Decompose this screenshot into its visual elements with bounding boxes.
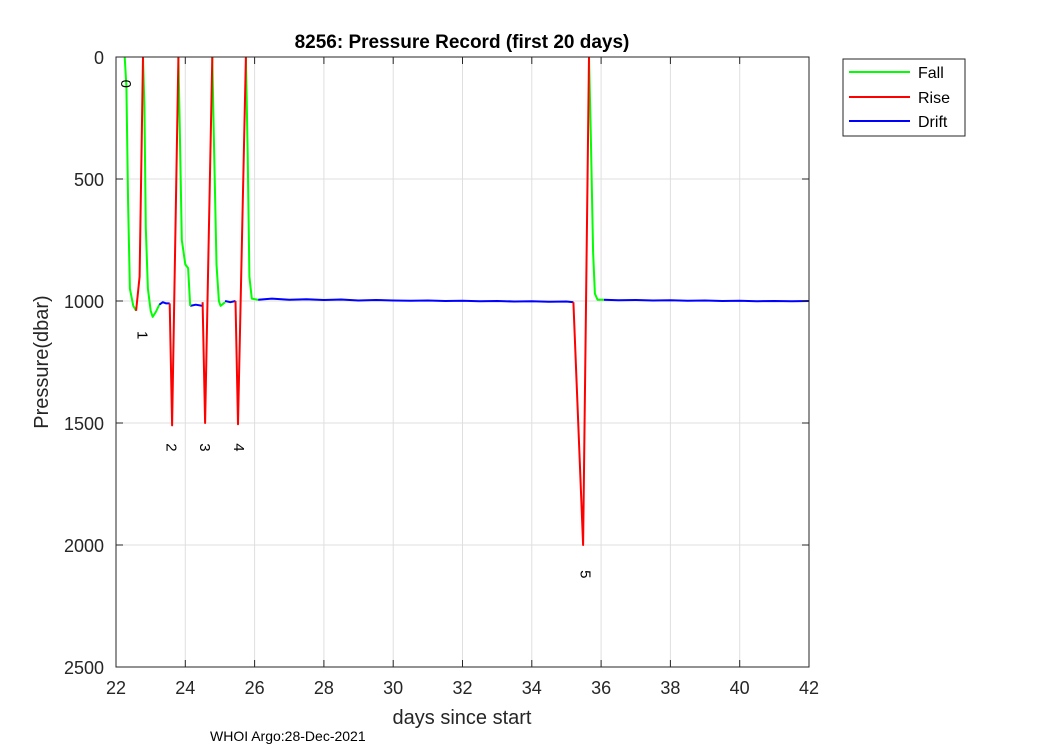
series-rise-line — [234, 56, 247, 426]
cycle-label: 1 — [133, 331, 150, 339]
x-tick-label: 40 — [730, 678, 750, 698]
x-tick-label: 26 — [245, 678, 265, 698]
y-tick-label: 0 — [94, 48, 104, 68]
cycle-annotations: 0 1 2 3 4 5 — [117, 80, 593, 579]
y-tick-label: 1000 — [64, 292, 104, 312]
legend: Fall Rise Drift — [842, 58, 966, 137]
cycle-label: 3 — [196, 443, 213, 451]
cycle-label: 2 — [162, 443, 179, 451]
x-tick-label: 36 — [591, 678, 611, 698]
series-rise-line — [135, 56, 144, 311]
x-tick-label: 34 — [522, 678, 542, 698]
cycle-label: 5 — [576, 570, 593, 578]
series-rise-line — [572, 56, 590, 546]
series-drift-line — [158, 301, 170, 306]
legend-label-rise: Rise — [918, 90, 950, 107]
data-lines — [123, 56, 810, 546]
y-axis-label: Pressure(dbar) — [31, 295, 53, 428]
x-tick-label: 42 — [799, 678, 819, 698]
cycle-label: 4 — [230, 443, 247, 451]
x-axis-label: days since start — [393, 707, 532, 729]
x-tick-label: 22 — [106, 678, 126, 698]
x-tick-label: 32 — [452, 678, 472, 698]
legend-label-drift: Drift — [918, 114, 948, 131]
series-fall-line — [142, 56, 161, 318]
y-tick-label: 2500 — [64, 658, 104, 678]
series-fall-line — [244, 56, 259, 301]
series-fall-line — [177, 56, 192, 306]
chart-title: 8256: Pressure Record (first 20 days) — [295, 32, 630, 53]
series-fall-line — [123, 56, 137, 312]
x-tick-label: 30 — [383, 678, 403, 698]
cycle-label: 0 — [117, 80, 134, 88]
series-rise-line — [168, 56, 180, 427]
x-tick-label: 24 — [175, 678, 195, 698]
x-tick-label: 28 — [314, 678, 334, 698]
series-fall-line — [588, 56, 604, 301]
y-tick-label: 2000 — [64, 536, 104, 556]
x-tick-label: 38 — [660, 678, 680, 698]
y-tick-label: 1500 — [64, 414, 104, 434]
legend-label-fall: Fall — [918, 65, 944, 82]
series-fall-line — [211, 56, 226, 307]
series-drift-line — [189, 303, 203, 307]
axis-ticks: 22 24 26 28 30 32 34 36 38 40 42050010001500200025… — [64, 48, 819, 698]
series-drift-line — [224, 300, 236, 304]
series-drift-line — [258, 297, 574, 304]
y-tick-label: 500 — [74, 170, 104, 190]
footer-credit: WHOI Argo:28-Dec-2021 — [210, 728, 366, 744]
series-rise-line — [201, 56, 214, 424]
series-drift-line — [603, 298, 810, 303]
